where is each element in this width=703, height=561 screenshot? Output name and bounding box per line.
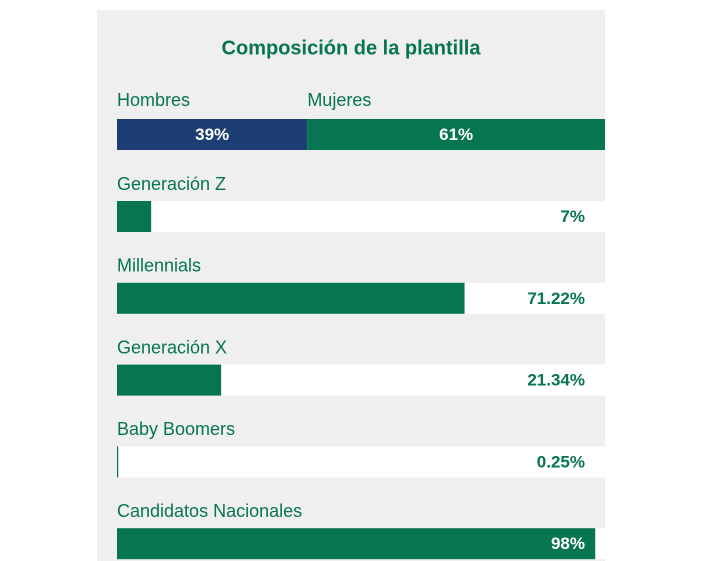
value-label: 0.25%: [537, 452, 585, 471]
value-label: 21.34%: [527, 371, 585, 390]
value-label: 98%: [551, 534, 585, 553]
category-label: Baby Boomers: [117, 419, 235, 439]
category-label: Candidatos Nacionales: [117, 501, 302, 521]
value-label: 71.22%: [527, 289, 585, 308]
category-label: Generación X: [117, 337, 227, 357]
legend-label: Mujeres: [307, 90, 371, 110]
bar-track: [117, 201, 605, 232]
split-bar: [307, 119, 605, 150]
value-label: 7%: [560, 207, 585, 226]
bar-track: [117, 446, 605, 478]
bar: [117, 528, 596, 560]
chart-title: Composición de la plantilla: [222, 37, 482, 59]
legend-label: Hombres: [117, 90, 190, 110]
value-label: 61%: [439, 125, 473, 144]
category-label: Generación Z: [117, 174, 226, 194]
bar: [117, 446, 119, 478]
bar: [117, 282, 465, 314]
split-bar: [117, 119, 308, 150]
value-label: 39%: [195, 125, 229, 144]
bar: [117, 201, 152, 232]
bar: [117, 364, 222, 396]
category-label: Millennials: [117, 256, 201, 276]
